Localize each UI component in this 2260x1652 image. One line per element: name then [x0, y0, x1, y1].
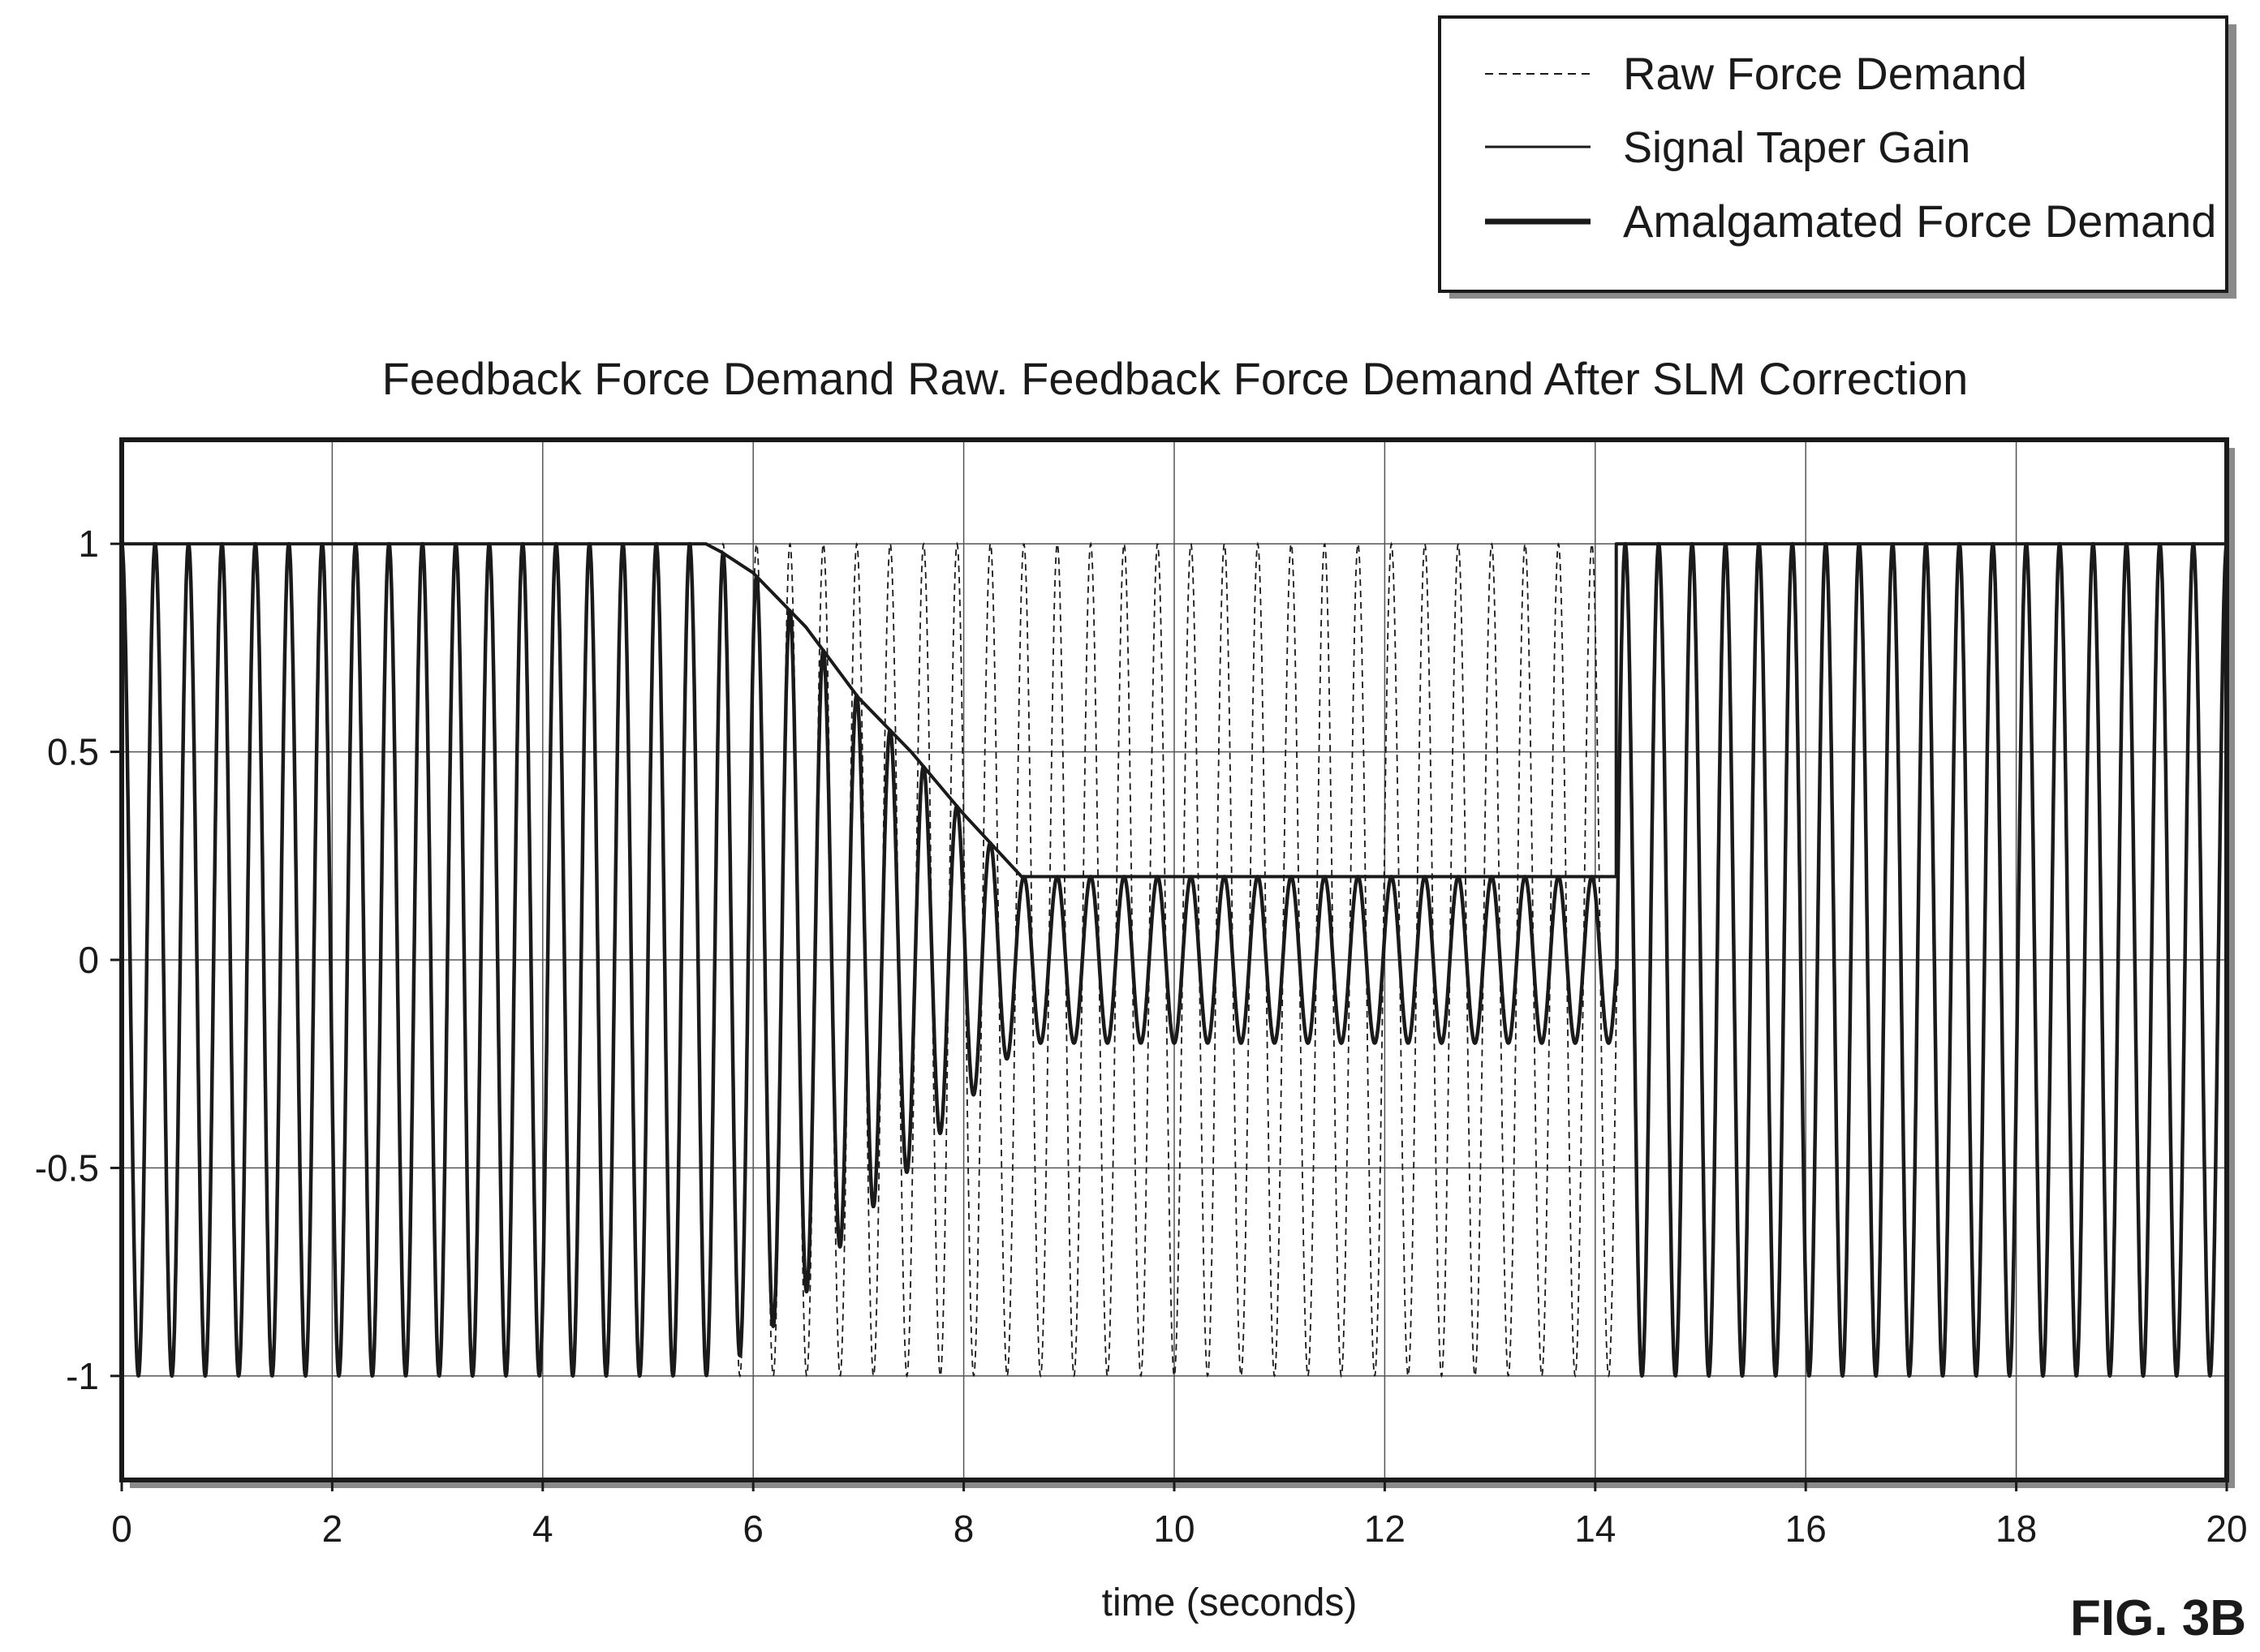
figure-label: FIG. 3B	[2070, 1590, 2246, 1646]
x-axis-ticks: 0 2 4 6 8 10 12 14 16 18 20	[111, 1480, 2248, 1550]
x-tick-label: 12	[1364, 1508, 1406, 1550]
legend-frame	[1438, 15, 2228, 293]
x-tick-label: 20	[2206, 1508, 2247, 1550]
x-tick-label: 10	[1153, 1508, 1195, 1550]
x-tick-label: 14	[1574, 1508, 1616, 1550]
x-tick-label: 2	[322, 1508, 343, 1550]
legend: Raw Force Demand Signal Taper Gain Amalg…	[1438, 15, 2236, 299]
series-lines	[119, 541, 2229, 1379]
y-tick-label: -1	[66, 1355, 99, 1397]
legend-label-taper: Signal Taper Gain	[1623, 123, 1970, 172]
x-tick-label: 4	[532, 1508, 553, 1550]
series-amalgamated-force-demand	[119, 541, 2229, 1379]
x-tick-label: 16	[1785, 1508, 1827, 1550]
y-tick-label: 0.5	[47, 731, 99, 773]
plot-area	[119, 437, 2235, 1488]
y-tick-label: 0	[78, 939, 99, 981]
legend-label-amalgamated: Amalgamated Force Demand	[1623, 196, 2216, 247]
y-axis-ticks: 1 0.5 0 -0.5 -1	[35, 523, 122, 1397]
x-tick-label: 18	[1995, 1508, 2037, 1550]
x-tick-label: 6	[743, 1508, 764, 1550]
x-axis-label: time (seconds)	[1102, 1581, 1358, 1624]
x-tick-label: 8	[954, 1508, 975, 1550]
chart-title: Feedback Force Demand Raw. Feedback Forc…	[382, 353, 1969, 404]
y-tick-label: 1	[78, 523, 99, 565]
y-tick-label: -0.5	[35, 1147, 99, 1189]
legend-label-raw: Raw Force Demand	[1623, 48, 2027, 99]
x-tick-label: 0	[111, 1508, 132, 1550]
series-signal-taper-gain	[122, 542, 2227, 879]
